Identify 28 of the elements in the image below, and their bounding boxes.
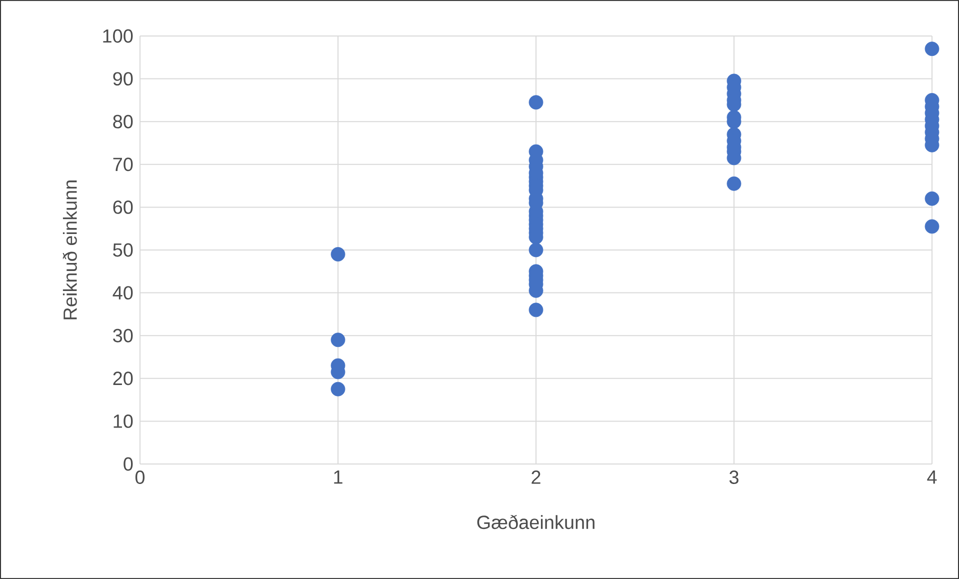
y-tick-label: 80 <box>113 114 133 128</box>
y-axis-title: Reiknuð einkunn <box>62 180 77 320</box>
y-tick-label: 40 <box>112 286 133 300</box>
y-tick-label: 90 <box>113 72 133 86</box>
x-axis-title: Gæðaeinkunn <box>477 514 594 530</box>
y-tick-label: 0 <box>124 457 133 471</box>
y-tick-label: 50 <box>113 243 133 257</box>
point <box>924 191 940 206</box>
y-tick-label: 20 <box>113 372 133 386</box>
y-tick-label: 100 <box>103 29 133 43</box>
x-tick-label: 1 <box>334 470 342 484</box>
x-tick-label: 3 <box>729 470 738 484</box>
x-tick-label: 4 <box>927 470 937 484</box>
y-tick-label: 60 <box>113 200 133 214</box>
y-tick-label: 10 <box>114 414 133 428</box>
x-tick-label: 0 <box>135 470 145 484</box>
y-tick-label: 30 <box>113 328 133 342</box>
point <box>528 302 544 318</box>
point <box>528 95 544 110</box>
point <box>330 247 346 262</box>
point <box>528 242 544 258</box>
point <box>330 382 346 396</box>
point <box>726 176 742 191</box>
y-tick-label: 70 <box>113 158 133 172</box>
point <box>924 219 940 234</box>
point <box>330 332 346 348</box>
point <box>924 42 940 56</box>
x-tick-label: 2 <box>532 470 540 484</box>
